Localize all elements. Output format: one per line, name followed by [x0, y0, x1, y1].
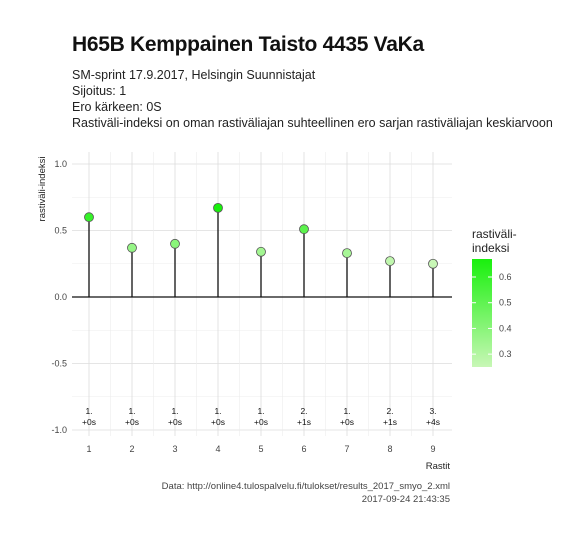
- diff-label-1: +0s: [82, 417, 96, 427]
- chart-title: H65B Kemppainen Taisto 4435 VaKa: [72, 33, 424, 56]
- y-tick-label: 1.0: [54, 159, 67, 169]
- point-2: [127, 242, 137, 253]
- point-4: [213, 202, 223, 213]
- y-tick-label: -1.0: [51, 425, 67, 435]
- rank-label-9: 3.: [429, 406, 436, 416]
- legend-colorbar: [472, 259, 492, 367]
- grid-lines: [72, 152, 452, 436]
- diff-label-2: +0s: [125, 417, 139, 427]
- x-axis-title: Rastit: [426, 461, 451, 472]
- legend-title-line1: rastiväli-: [472, 227, 517, 241]
- point-7: [342, 248, 352, 259]
- legend-tick-label: 0.6: [499, 272, 512, 282]
- diff-label-9: +4s: [426, 417, 440, 427]
- x-tick-label: 1: [86, 444, 91, 454]
- caption-timestamp: 2017-09-24 21:43:35: [361, 494, 450, 505]
- x-tick-label: 7: [344, 444, 349, 454]
- point-6: [299, 224, 309, 235]
- rank-label-4: 1.: [214, 406, 221, 416]
- rank-label-3: 1.: [171, 406, 178, 416]
- annotations: 1.+0s1.+0s1.+0s1.+0s1.+0s2.+1s1.+0s2.+1s…: [82, 406, 440, 427]
- x-tick-label: 6: [301, 444, 306, 454]
- point-8: [385, 256, 395, 266]
- points: [84, 202, 438, 269]
- diff-label-6: +1s: [297, 417, 311, 427]
- x-tick-label: 5: [258, 444, 263, 454]
- point-3: [170, 238, 180, 249]
- diff-label-5: +0s: [254, 417, 268, 427]
- subtitle-rank: Sijoitus: 1: [72, 84, 127, 98]
- legend-tick-label: 0.3: [499, 349, 512, 359]
- point-1: [84, 212, 94, 223]
- legend: rastiväli-indeksi 0.3 0.4 0.5 0.6: [472, 227, 517, 367]
- rank-label-5: 1.: [257, 406, 264, 416]
- caption-source: Data: http://online4.tulospalvelu.fi/tul…: [161, 481, 450, 492]
- legend-tick-label: 0.4: [499, 323, 512, 333]
- diff-label-7: +0s: [340, 417, 354, 427]
- legend-title-line2: indeksi: [472, 241, 509, 255]
- diff-label-3: +0s: [168, 417, 182, 427]
- rank-label-6: 2.: [300, 406, 307, 416]
- y-tick-label: 0.0: [54, 292, 67, 302]
- x-tick-label: 2: [129, 444, 134, 454]
- diff-label-4: +0s: [211, 417, 225, 427]
- rank-label-8: 2.: [386, 406, 393, 416]
- stems: [88, 207, 434, 297]
- diff-label-8: +1s: [383, 417, 397, 427]
- y-tick-label: -0.5: [51, 359, 67, 369]
- x-tick-label: 3: [172, 444, 177, 454]
- point-5: [256, 246, 266, 257]
- x-tick-label: 4: [215, 444, 220, 454]
- subtitle-event: SM-sprint 17.9.2017, Helsingin Suunnista…: [72, 68, 316, 82]
- x-tick-label: 8: [387, 444, 392, 454]
- y-axis-title: rastiväli-indeksi: [37, 157, 48, 222]
- x-tick-label: 9: [430, 444, 435, 454]
- y-tick-label: 0.5: [54, 226, 67, 236]
- point-9: [428, 258, 438, 269]
- rank-label-7: 1.: [343, 406, 350, 416]
- rank-label-2: 1.: [128, 406, 135, 416]
- subtitle-description: Rastiväli-indeksi on oman rastiväliajan …: [72, 116, 553, 130]
- subtitle-diff: Ero kärkeen: 0S: [72, 100, 162, 114]
- rank-label-1: 1.: [85, 406, 92, 416]
- legend-tick-label: 0.5: [499, 298, 512, 308]
- axes: -1.0 -0.5 0.0 0.5 1.0 1 2 3 4 5 6 7 8 9 rastiväli-inde…: [37, 157, 452, 472]
